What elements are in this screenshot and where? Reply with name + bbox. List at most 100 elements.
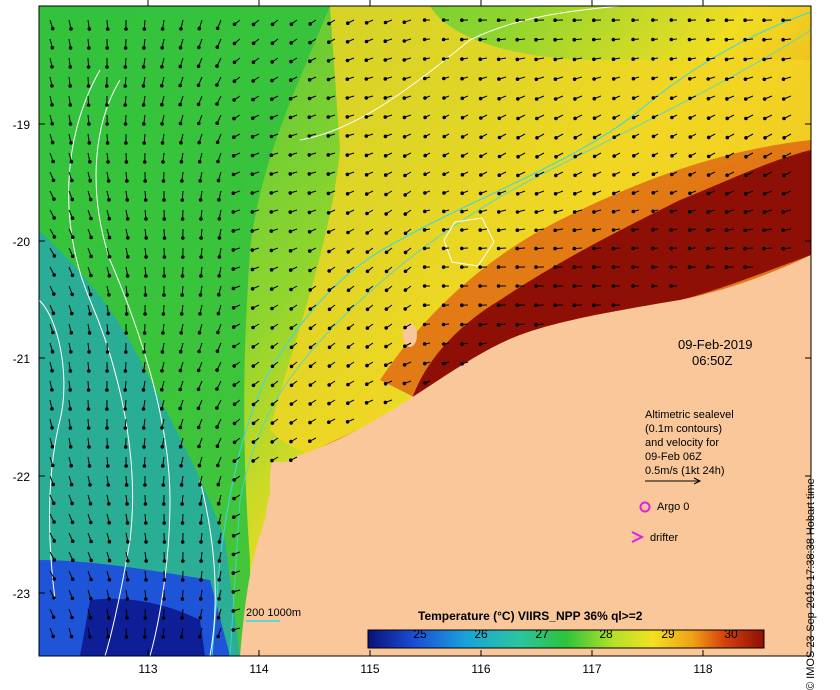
- velocity-arrow-head: [218, 598, 221, 601]
- velocity-arrow-head: [180, 332, 183, 335]
- velocity-arrow-head: [309, 421, 312, 424]
- velocity-arrow-head: [125, 484, 128, 487]
- velocity-arrow-head: [51, 389, 54, 392]
- velocity-arrow-head: [290, 60, 293, 63]
- velocity-arrow-head: [200, 541, 203, 544]
- velocity-arrow-head: [424, 382, 427, 385]
- velocity-arrow-head: [88, 370, 91, 373]
- velocity-arrow-head: [161, 66, 164, 69]
- velocity-arrow-head: [744, 266, 747, 269]
- velocity-arrow-head: [689, 174, 692, 177]
- velocity-arrow-head: [271, 23, 274, 26]
- velocity-arrow-head: [384, 21, 387, 24]
- velocity-arrow-head: [179, 103, 182, 106]
- velocity-arrow-head: [554, 19, 557, 22]
- velocity-arrow-head: [782, 193, 785, 196]
- velocity-arrow-head: [162, 332, 165, 335]
- velocity-arrow-head: [198, 160, 201, 163]
- velocity-arrow-head: [327, 78, 330, 81]
- velocity-arrow-head: [404, 213, 407, 216]
- velocity-arrow-head: [423, 323, 426, 326]
- velocity-arrow-head: [443, 210, 446, 213]
- velocity-arrow-head: [126, 218, 129, 221]
- velocity-arrow-head: [347, 289, 350, 292]
- lon-tick-label: 114: [239, 662, 279, 676]
- velocity-arrow-head: [107, 332, 110, 335]
- velocity-arrow-head: [517, 98, 520, 101]
- velocity-arrow-head: [612, 58, 615, 61]
- velocity-arrow-head: [108, 274, 111, 277]
- velocity-arrow-head: [88, 446, 91, 449]
- velocity-arrow-head: [365, 116, 368, 119]
- velocity-arrow-head: [516, 19, 519, 22]
- velocity-arrow-head: [69, 47, 72, 50]
- velocity-arrow-head: [328, 346, 331, 349]
- velocity-arrow-head: [270, 117, 273, 120]
- velocity-arrow-head: [126, 617, 129, 620]
- velocity-arrow-head: [652, 154, 655, 157]
- velocity-arrow-head: [87, 389, 90, 392]
- velocity-arrow-head: [516, 304, 519, 307]
- velocity-arrow-head: [106, 104, 109, 107]
- velocity-arrow-head: [574, 155, 577, 158]
- velocity-arrow-head: [309, 440, 312, 443]
- velocity-arrow-head: [497, 229, 500, 232]
- velocity-arrow-head: [385, 289, 388, 292]
- velocity-arrow-head: [197, 426, 200, 429]
- velocity-arrow-head: [516, 324, 519, 327]
- velocity-arrow-head: [88, 142, 91, 145]
- velocity-arrow-head: [163, 218, 166, 221]
- velocity-arrow-head: [52, 635, 55, 638]
- velocity-arrow-head: [535, 266, 538, 269]
- velocity-arrow-head: [198, 122, 201, 125]
- velocity-arrow-head: [461, 229, 464, 232]
- velocity-arrow-head: [309, 365, 312, 368]
- velocity-arrow-head: [251, 154, 254, 157]
- velocity-arrow-head: [593, 38, 596, 41]
- lon-tick-label: 116: [461, 662, 501, 676]
- velocity-arrow-head: [554, 38, 557, 41]
- velocity-arrow-head: [144, 503, 147, 506]
- velocity-arrow-head: [143, 142, 146, 145]
- velocity-arrow-head: [424, 135, 427, 138]
- velocity-arrow-head: [142, 389, 145, 392]
- velocity-arrow-head: [289, 192, 292, 195]
- velocity-arrow-head: [251, 230, 254, 233]
- velocity-arrow-head: [161, 103, 164, 106]
- velocity-arrow-head: [197, 84, 200, 87]
- velocity-arrow-head: [106, 446, 109, 449]
- lon-tick-label: 117: [572, 662, 612, 676]
- velocity-arrow-head: [70, 483, 73, 486]
- velocity-arrow-head: [290, 79, 293, 82]
- velocity-arrow-head: [516, 285, 519, 288]
- colorbar-tick: 28: [591, 627, 621, 641]
- velocity-arrow-head: [251, 192, 254, 195]
- velocity-arrow-head: [87, 408, 90, 411]
- velocity-arrow-head: [498, 174, 501, 177]
- velocity-arrow-head: [308, 173, 311, 176]
- velocity-arrow-head: [218, 541, 221, 544]
- velocity-arrow-head: [88, 465, 91, 468]
- velocity-arrow-head: [536, 117, 539, 120]
- velocity-arrow-head: [670, 58, 673, 61]
- velocity-arrow-head: [271, 422, 274, 425]
- velocity-arrow-head: [328, 308, 331, 311]
- velocity-arrow-head: [744, 78, 747, 81]
- velocity-arrow-head: [52, 502, 55, 505]
- velocity-arrow-head: [347, 383, 350, 386]
- velocity-arrow-head: [671, 173, 674, 176]
- velocity-arrow-head: [143, 465, 146, 468]
- velocity-arrow-head: [216, 350, 219, 353]
- velocity-arrow-head: [198, 46, 201, 49]
- velocity-arrow-head: [783, 137, 786, 140]
- velocity-arrow-head: [480, 136, 483, 139]
- velocity-arrow-head: [108, 578, 111, 581]
- velocity-arrow-head: [612, 78, 615, 81]
- velocity-arrow-head: [688, 247, 691, 250]
- lon-tick-label: 113: [128, 662, 168, 676]
- velocity-arrow-head: [652, 247, 655, 250]
- velocity-arrow-head: [89, 484, 92, 487]
- velocity-arrow-head: [516, 247, 519, 250]
- velocity-arrow-head: [726, 117, 729, 120]
- velocity-arrow-head: [574, 192, 577, 195]
